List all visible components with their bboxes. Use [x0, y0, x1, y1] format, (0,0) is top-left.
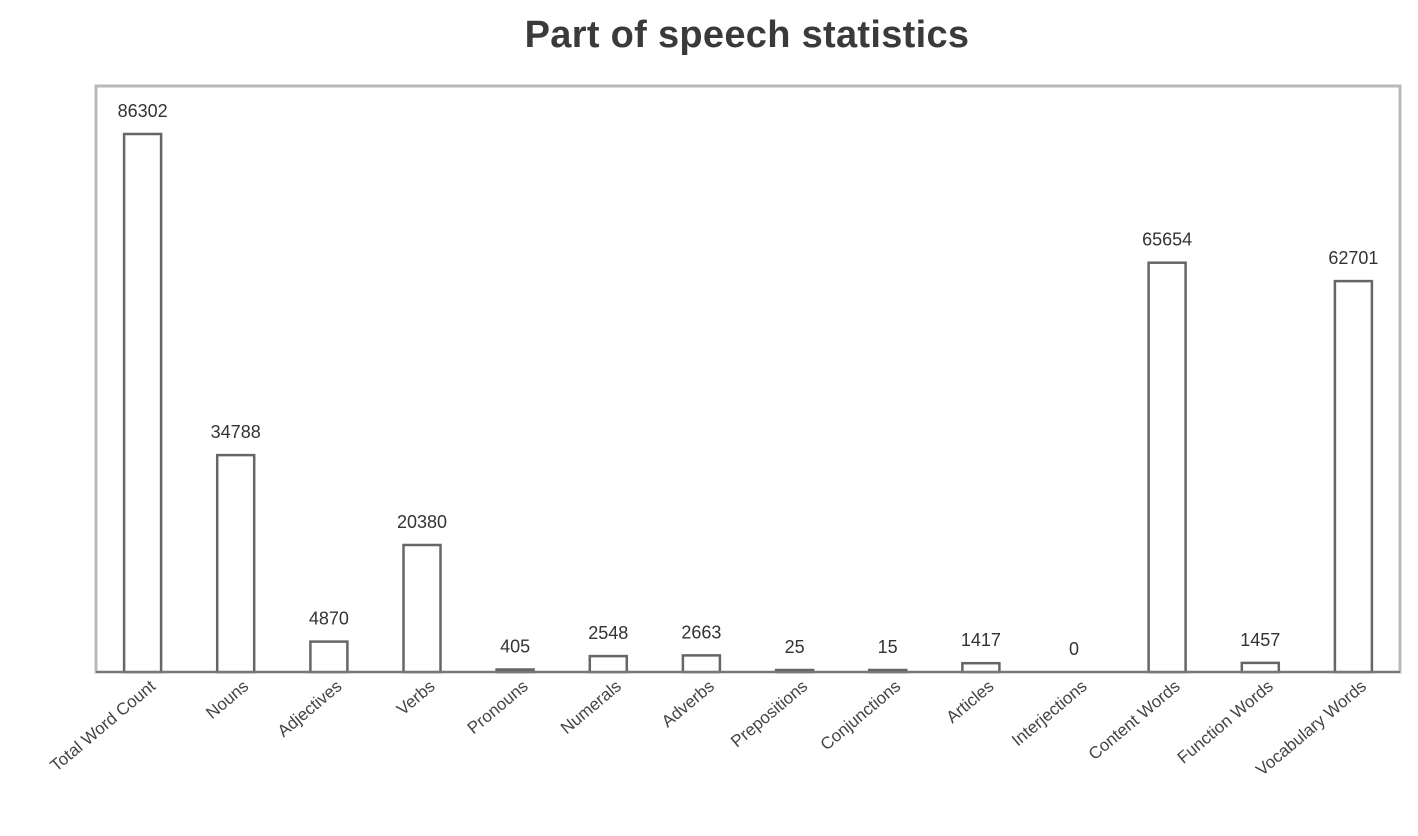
x-tick-label-function-words: Function Words	[1174, 677, 1277, 768]
x-tick-label-adverbs: Adverbs	[658, 677, 718, 732]
x-tick-label-adjectives: Adjectives	[274, 677, 346, 741]
plot-area	[94, 84, 1402, 674]
bar-content-words	[1147, 261, 1187, 674]
x-tick-label-content-words: Content Words	[1085, 677, 1184, 764]
bars-layer	[122, 132, 1374, 674]
x-tick-label-prepositions: Prepositions	[727, 677, 811, 752]
bar-nouns	[215, 453, 256, 674]
bar-articles	[961, 661, 1001, 674]
chart-title: Part of speech statistics	[524, 14, 970, 56]
x-tick-label-articles: Articles	[943, 677, 998, 727]
value-labels-layer: 86302 34788 4870 20380 405 2548 2663 25 15 1417 0 6…	[118, 101, 1379, 659]
value-label-vocabulary-words: 62701	[1328, 248, 1378, 268]
bar-vocabulary-words	[1333, 279, 1374, 674]
value-label-numerals: 2548	[588, 623, 628, 643]
bar-adverbs	[681, 654, 722, 674]
x-tick-label-verbs: Verbs	[393, 677, 439, 720]
x-tick-label-pronouns: Pronouns	[464, 677, 532, 738]
x-tick-label-interjections: Interjections	[1008, 677, 1090, 750]
value-label-verbs: 20380	[397, 512, 447, 532]
value-label-interjections: 0	[1069, 639, 1079, 659]
bar-numerals	[588, 654, 629, 674]
x-tick-label-conjunctions: Conjunctions	[817, 677, 905, 755]
value-label-total-word-count: 86302	[118, 101, 168, 121]
value-label-adjectives: 4870	[309, 609, 349, 629]
value-label-function-words: 1457	[1240, 630, 1280, 650]
tick-labels-layer: Total Word Count Nouns Adjectives Verbs Pron…	[47, 676, 1370, 779]
value-label-prepositions: 25	[785, 637, 805, 657]
x-tick-label-numerals: Numerals	[557, 677, 625, 738]
value-label-nouns: 34788	[211, 422, 261, 442]
x-tick-label-total-word-count: Total Word Count	[47, 676, 160, 775]
bar-adjectives	[309, 640, 349, 674]
bar-function-words	[1240, 661, 1281, 674]
value-label-adverbs: 2663	[681, 622, 721, 642]
value-label-pronouns: 405	[500, 637, 530, 657]
value-label-articles: 1417	[961, 630, 1001, 650]
value-label-conjunctions: 15	[878, 637, 898, 657]
x-tick-label-nouns: Nouns	[202, 677, 252, 723]
bar-total-word-count	[122, 132, 163, 674]
bar-verbs	[402, 543, 442, 674]
value-label-content-words: 65654	[1142, 230, 1192, 250]
